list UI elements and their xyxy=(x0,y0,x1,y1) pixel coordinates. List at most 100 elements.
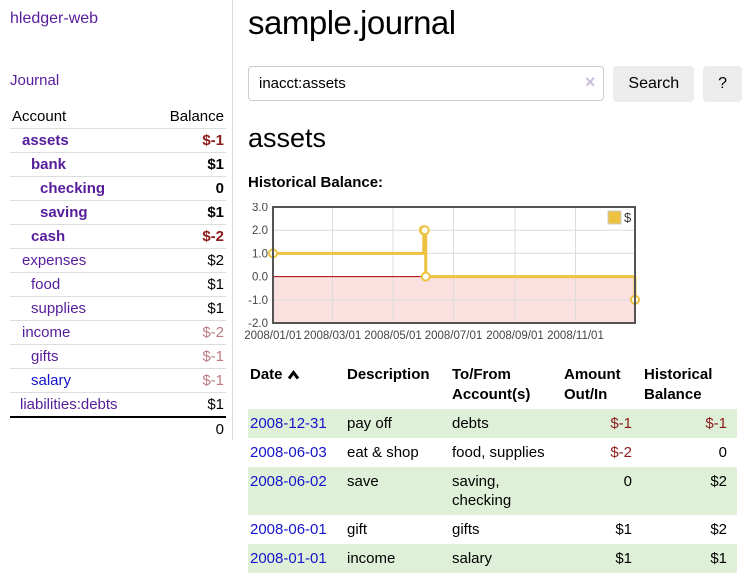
register-row: 2008-01-01 income salary $1 $1 xyxy=(248,544,737,573)
register-header-row: Date Description To/From Account(s) Amou… xyxy=(248,361,737,409)
account-link-bank[interactable]: bank xyxy=(31,156,67,173)
accounts-col-balance: Balance xyxy=(118,105,226,129)
transaction-description: income xyxy=(347,550,396,567)
register-col-date-label: Date xyxy=(250,366,283,383)
account-heading: assets xyxy=(248,123,327,153)
account-balance: $1 xyxy=(118,296,226,321)
account-link-expenses[interactable]: expenses xyxy=(22,252,87,269)
register-table: Date Description To/From Account(s) Amou… xyxy=(248,361,737,573)
account-link-salary[interactable]: salary xyxy=(31,372,72,389)
transaction-accounts: saving, checking xyxy=(452,473,512,509)
transaction-balance: $1 xyxy=(710,550,727,567)
svg-text:$: $ xyxy=(624,210,632,225)
historical-balance-chart: $3.0 2.0 1.0 0.0 -1.0 -2.0 2008/01/01 2008/03/0… xyxy=(238,202,742,345)
transaction-accounts: gifts xyxy=(452,521,480,538)
account-balance: $2 xyxy=(118,248,226,273)
account-balance: $-1 xyxy=(118,368,226,393)
transaction-description: eat & shop xyxy=(347,444,419,461)
transaction-date-link[interactable]: 2008-06-01 xyxy=(250,521,327,538)
account-row-food: food $1 xyxy=(10,272,226,297)
account-row-assets: assets $-1 xyxy=(10,128,226,153)
accounts-col-account: Account xyxy=(10,105,118,129)
account-balance: 0 xyxy=(118,176,226,201)
transaction-accounts: debts xyxy=(452,415,489,432)
transaction-date-link[interactable]: 2008-06-03 xyxy=(250,444,327,461)
account-row-income: income $-2 xyxy=(10,320,226,345)
register-col-description: Description xyxy=(347,366,430,383)
transaction-date-link[interactable]: 2008-06-02 xyxy=(250,473,327,490)
page-title: sample.journal xyxy=(248,4,456,41)
svg-text:2008/11/01: 2008/11/01 xyxy=(547,330,604,342)
clear-search-icon[interactable]: × xyxy=(584,72,596,92)
account-row-salary: salary $-1 xyxy=(10,368,226,393)
register-col-date[interactable]: Date xyxy=(248,361,345,409)
svg-text:2008/07/01: 2008/07/01 xyxy=(425,330,483,342)
search-input[interactable] xyxy=(248,66,605,101)
account-balance: $-1 xyxy=(118,344,226,369)
register-row: 2008-06-02 save saving, checking 0 $2 xyxy=(248,467,737,515)
account-link-assets[interactable]: assets xyxy=(22,132,69,149)
account-balance: $1 xyxy=(118,152,226,177)
account-link-liabilities-debts[interactable]: liabilities:debts xyxy=(20,396,118,413)
transaction-description: save xyxy=(347,473,379,490)
account-row-saving: saving $1 xyxy=(10,200,226,225)
account-link-gifts[interactable]: gifts xyxy=(31,348,59,365)
transaction-balance: 0 xyxy=(718,444,727,461)
account-link-saving[interactable]: saving xyxy=(40,204,88,221)
accounts-table: Account Balance assets $-1 bank $1 check… xyxy=(10,105,226,441)
transaction-balance: $-1 xyxy=(705,415,727,432)
svg-text:2.0: 2.0 xyxy=(252,225,268,237)
register-col-amount: Amount Out/In xyxy=(564,366,621,403)
transaction-accounts: food, supplies xyxy=(452,444,545,461)
svg-text:2008/05/01: 2008/05/01 xyxy=(364,330,422,342)
transaction-amount: $1 xyxy=(615,550,632,567)
svg-text:1.0: 1.0 xyxy=(252,248,268,260)
sort-ascending-icon xyxy=(287,366,300,386)
account-link-supplies[interactable]: supplies xyxy=(31,300,87,317)
svg-text:2008/01/01: 2008/01/01 xyxy=(244,330,302,342)
account-link-income[interactable]: income xyxy=(22,324,71,341)
transaction-amount: $-1 xyxy=(610,415,632,432)
account-row-cash: cash $-2 xyxy=(10,224,226,249)
account-balance: $1 xyxy=(118,392,226,418)
accounts-total-row: 0 xyxy=(10,416,226,441)
help-button[interactable]: ? xyxy=(703,66,742,102)
app-title-link[interactable]: hledger-web xyxy=(10,10,99,27)
register-col-accounts: To/From Account(s) xyxy=(452,366,531,403)
transaction-amount: $1 xyxy=(615,521,632,538)
account-link-cash[interactable]: cash xyxy=(31,228,66,245)
register-row: 2008-06-01 gift gifts $1 $2 xyxy=(248,515,737,544)
account-row-supplies: supplies $1 xyxy=(10,296,226,321)
account-link-food[interactable]: food xyxy=(31,276,61,293)
accounts-total-balance: 0 xyxy=(118,416,226,441)
svg-text:3.0: 3.0 xyxy=(252,203,268,214)
account-row-checking: checking 0 xyxy=(10,176,226,201)
account-balance: $-2 xyxy=(118,224,226,249)
svg-text:-1.0: -1.0 xyxy=(248,295,268,307)
account-link-checking[interactable]: checking xyxy=(40,180,106,197)
account-row-expenses: expenses $2 xyxy=(10,248,226,273)
sidebar: hledger-web Journal Account Balance asse… xyxy=(0,0,233,441)
transaction-accounts: salary xyxy=(452,550,493,567)
account-row-liabilities-debts: liabilities:debts $1 xyxy=(10,392,226,418)
transaction-description: pay off xyxy=(347,415,392,432)
transaction-date-link[interactable]: 2008-12-31 xyxy=(250,415,327,432)
search-button[interactable]: Search xyxy=(613,66,695,102)
transaction-date-link[interactable]: 2008-01-01 xyxy=(250,550,327,567)
transaction-amount: $-2 xyxy=(610,444,632,461)
svg-text:-2.0: -2.0 xyxy=(248,318,268,330)
account-balance: $-1 xyxy=(118,128,226,153)
svg-text:2008/03/01: 2008/03/01 xyxy=(304,330,362,342)
transaction-balance: $2 xyxy=(710,473,727,490)
account-balance: $-2 xyxy=(118,320,226,345)
register-row: 2008-12-31 pay off debts $-1 $-1 xyxy=(248,409,737,438)
transaction-amount: 0 xyxy=(623,473,632,490)
register-col-balance: Historical Balance xyxy=(644,366,713,403)
account-row-gifts: gifts $-1 xyxy=(10,344,226,369)
sidebar-item-journal[interactable]: Journal xyxy=(10,72,60,89)
transaction-balance: $2 xyxy=(710,521,727,538)
chart-heading: Historical Balance: xyxy=(248,174,384,191)
svg-text:2008/09/01: 2008/09/01 xyxy=(486,330,544,342)
account-row-bank: bank $1 xyxy=(10,152,226,177)
register-row: 2008-06-03 eat & shop food, supplies $-2… xyxy=(248,438,737,467)
